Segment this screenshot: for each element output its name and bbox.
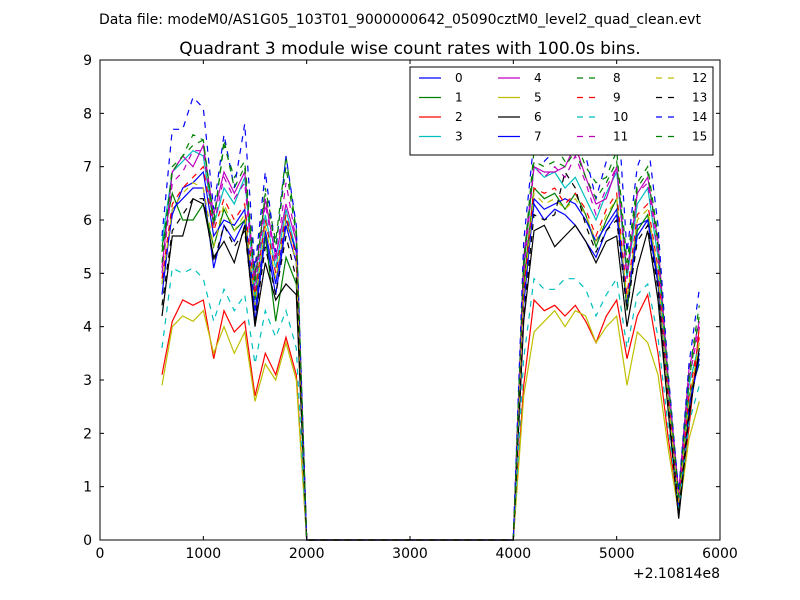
legend-label-15: 15	[692, 130, 707, 144]
series-line-6	[161, 197, 700, 541]
legend-box	[409, 66, 714, 156]
series-line-15	[161, 139, 700, 541]
series-line-14	[161, 91, 700, 541]
y-tick-label: 2	[83, 426, 92, 442]
legend-label-8: 8	[613, 71, 621, 85]
y-tick-label: 8	[83, 106, 92, 122]
series-line-13	[161, 170, 700, 541]
x-offset-label: +2.10814e8	[633, 566, 720, 582]
series-line-12	[161, 181, 700, 541]
y-tick-label: 3	[83, 373, 92, 389]
legend-label-14: 14	[692, 110, 707, 124]
series-line-11	[161, 150, 700, 541]
series-line-5	[161, 309, 700, 541]
x-tick-label: 1000	[186, 546, 222, 562]
y-tick-label: 7	[83, 160, 92, 176]
x-tick-label: 3000	[392, 546, 428, 562]
legend-label-2: 2	[455, 110, 463, 124]
x-tick-label: 2000	[289, 546, 325, 562]
legend-label-12: 12	[692, 71, 707, 85]
y-tick-label: 0	[83, 533, 92, 549]
legend-label-9: 9	[613, 91, 621, 105]
series-line-7	[161, 170, 700, 541]
legend-label-7: 7	[534, 130, 542, 144]
x-tick-label: 4000	[496, 546, 532, 562]
legend-label-11: 11	[613, 130, 628, 144]
y-tick-label: 4	[83, 320, 92, 336]
legend-label-3: 3	[455, 130, 463, 144]
x-tick-label: 6000	[702, 546, 738, 562]
legend-label-10: 10	[613, 110, 628, 124]
y-tick-label: 1	[83, 480, 92, 496]
series-line-4	[161, 143, 700, 541]
legend-label-6: 6	[534, 110, 542, 124]
x-tick-label: 5000	[599, 546, 635, 562]
y-tick-label: 5	[83, 266, 92, 282]
series-layer	[161, 91, 700, 541]
legend-label-1: 1	[455, 91, 463, 105]
suptitle: Data file: modeM0/AS1G05_103T01_90000006…	[99, 12, 701, 28]
series-line-10	[161, 267, 700, 541]
x-tick-label: 0	[96, 546, 105, 562]
legend-label-13: 13	[692, 91, 707, 105]
legend-label-5: 5	[534, 91, 542, 105]
chart-title: Quadrant 3 module wise count rates with …	[179, 39, 640, 59]
y-tick-label: 9	[83, 53, 92, 69]
y-tick-label: 6	[83, 213, 92, 229]
legend-label-0: 0	[455, 71, 463, 85]
legend-label-4: 4	[534, 71, 542, 85]
